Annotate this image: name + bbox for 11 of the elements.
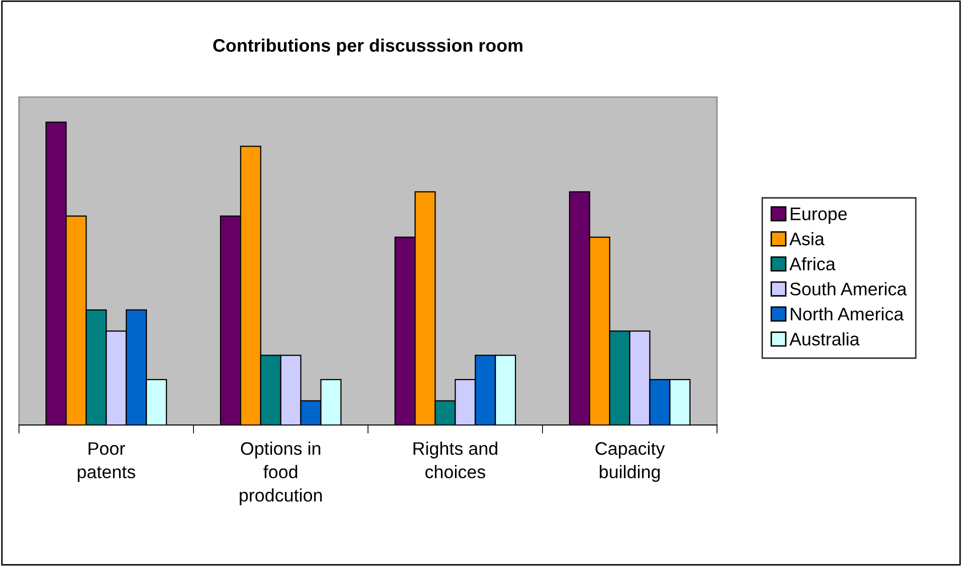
- x-tick-label: Poor patents: [78, 442, 136, 482]
- legend-label: Asia: [789, 232, 824, 246]
- legend-label: Australia: [789, 332, 860, 346]
- legend-label: Africa: [789, 257, 836, 270]
- legend-label: South America: [790, 282, 907, 296]
- chart-title: Contributions per discusssion room: [213, 38, 522, 56]
- legend-label: North America: [790, 307, 904, 320]
- x-tick-label: Options in food prodcution: [240, 442, 322, 506]
- legend-label: Europe: [790, 208, 847, 224]
- x-tick-label: Rights and choices: [414, 442, 498, 478]
- x-tick-label: Capacity building: [596, 442, 665, 482]
